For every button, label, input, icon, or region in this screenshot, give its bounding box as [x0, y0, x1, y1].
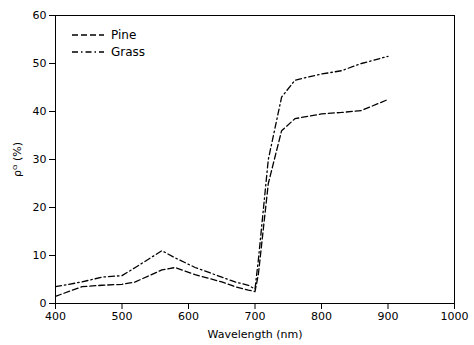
svg-text:0: 0	[40, 297, 47, 310]
html-text:Grass: Grass	[111, 45, 146, 59]
svg-text:800: 800	[311, 310, 332, 323]
svg-text:400: 400	[45, 310, 66, 323]
svg-text:20: 20	[33, 201, 47, 214]
svg-text:600: 600	[178, 310, 199, 323]
svg-text:1000: 1000	[441, 310, 469, 323]
svg-text:900: 900	[378, 310, 399, 323]
svg-text:500: 500	[112, 310, 133, 323]
svg-text:ρᴳ (%): ρᴳ (%)	[11, 142, 24, 177]
svg-text:60: 60	[33, 9, 47, 22]
svg-text:10: 10	[33, 249, 47, 262]
svg-text:40: 40	[33, 105, 47, 118]
svg-text:Wavelength (nm): Wavelength (nm)	[207, 328, 302, 341]
html-text:Pine: Pine	[111, 28, 137, 42]
svg-text:50: 50	[33, 57, 47, 70]
svg-text:700: 700	[245, 310, 266, 323]
svg-text:30: 30	[33, 153, 47, 166]
